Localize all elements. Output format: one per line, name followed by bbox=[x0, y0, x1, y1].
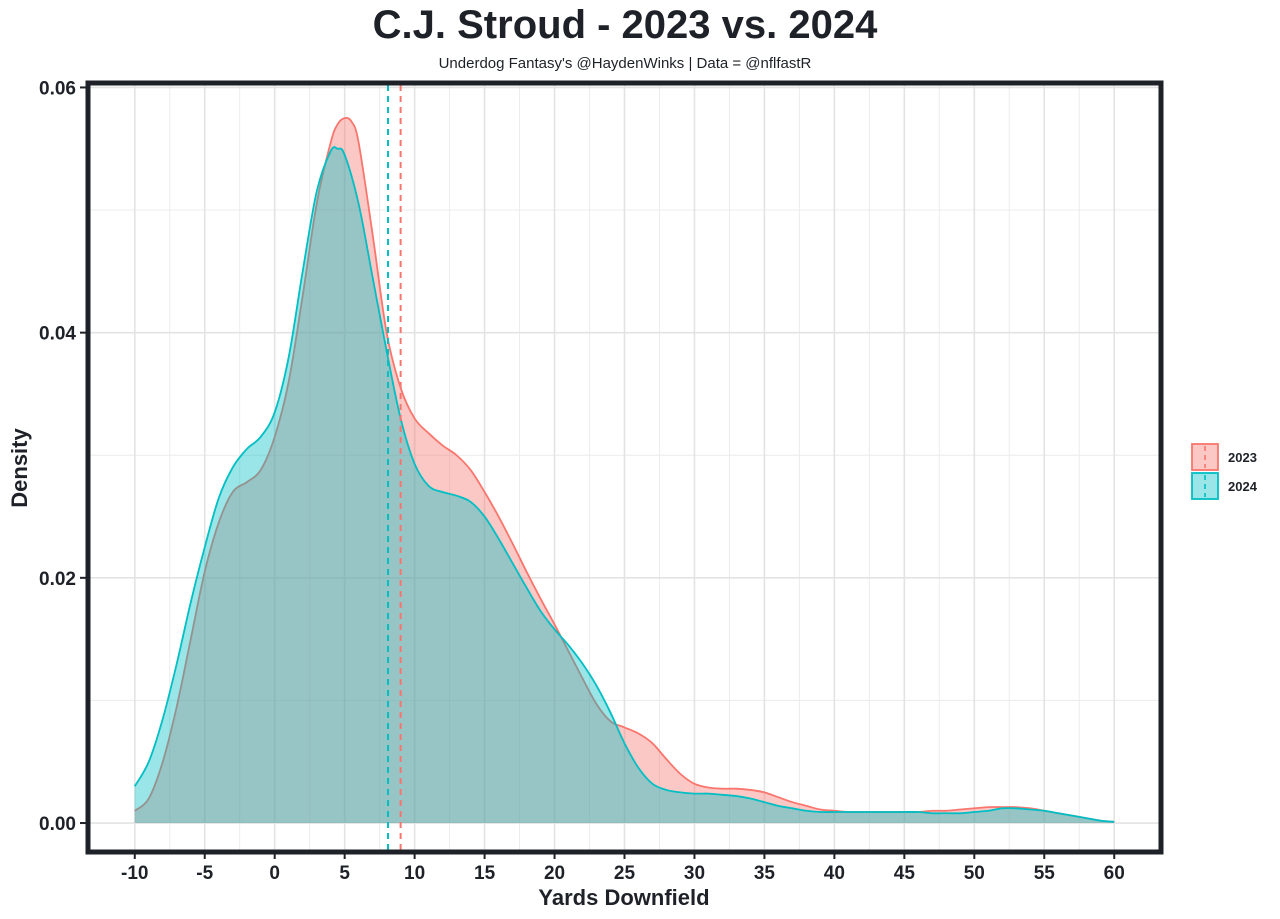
density-areas bbox=[133, 117, 1115, 824]
x-tick-label: 50 bbox=[964, 863, 985, 884]
x-tick-label: 5 bbox=[339, 863, 350, 884]
x-tick-label: 15 bbox=[474, 863, 496, 884]
x-tick-label: -10 bbox=[121, 863, 148, 884]
x-tick-label: 0 bbox=[269, 863, 280, 884]
legend: 2023 2024 bbox=[1191, 443, 1258, 500]
x-tick-label: 35 bbox=[754, 863, 776, 884]
x-tick-label: 45 bbox=[894, 863, 916, 884]
x-tick-label: 25 bbox=[614, 863, 636, 884]
x-tick-label: 40 bbox=[824, 863, 845, 884]
x-tick-label: -5 bbox=[196, 863, 213, 884]
y-axis-label: Density bbox=[7, 428, 32, 508]
x-tick-label: 20 bbox=[544, 863, 565, 884]
grid-lines bbox=[90, 85, 1159, 850]
x-tick-label: 10 bbox=[404, 863, 425, 884]
chart-subtitle: Underdog Fantasy's @HaydenWinks | Data =… bbox=[439, 55, 812, 72]
y-axis-ticks: 0.00 0.02 0.04 0.06 bbox=[39, 78, 86, 835]
x-axis-label: Yards Downfield bbox=[538, 885, 709, 910]
legend-label-2023: 2023 bbox=[1228, 450, 1257, 465]
y-tick-label: 0.00 bbox=[39, 814, 76, 835]
density-line-2023 bbox=[134, 117, 1115, 823]
x-axis-ticks: -10 -5 0 5 10 15 20 25 30 35 40 45 50 55 60 bbox=[121, 853, 1125, 884]
density-line-2024 bbox=[133, 146, 1115, 823]
x-tick-label: 60 bbox=[1104, 863, 1125, 884]
x-tick-label: 55 bbox=[1034, 863, 1056, 884]
y-tick-label: 0.06 bbox=[39, 78, 76, 99]
density-area-2023 bbox=[134, 117, 1115, 824]
legend-label-2024: 2024 bbox=[1228, 479, 1258, 494]
chart-title: C.J. Stroud - 2023 vs. 2024 bbox=[373, 3, 878, 47]
y-tick-label: 0.02 bbox=[39, 569, 76, 590]
x-tick-label: 30 bbox=[684, 863, 705, 884]
y-tick-label: 0.04 bbox=[39, 324, 76, 345]
plot-border bbox=[85, 80, 1164, 855]
